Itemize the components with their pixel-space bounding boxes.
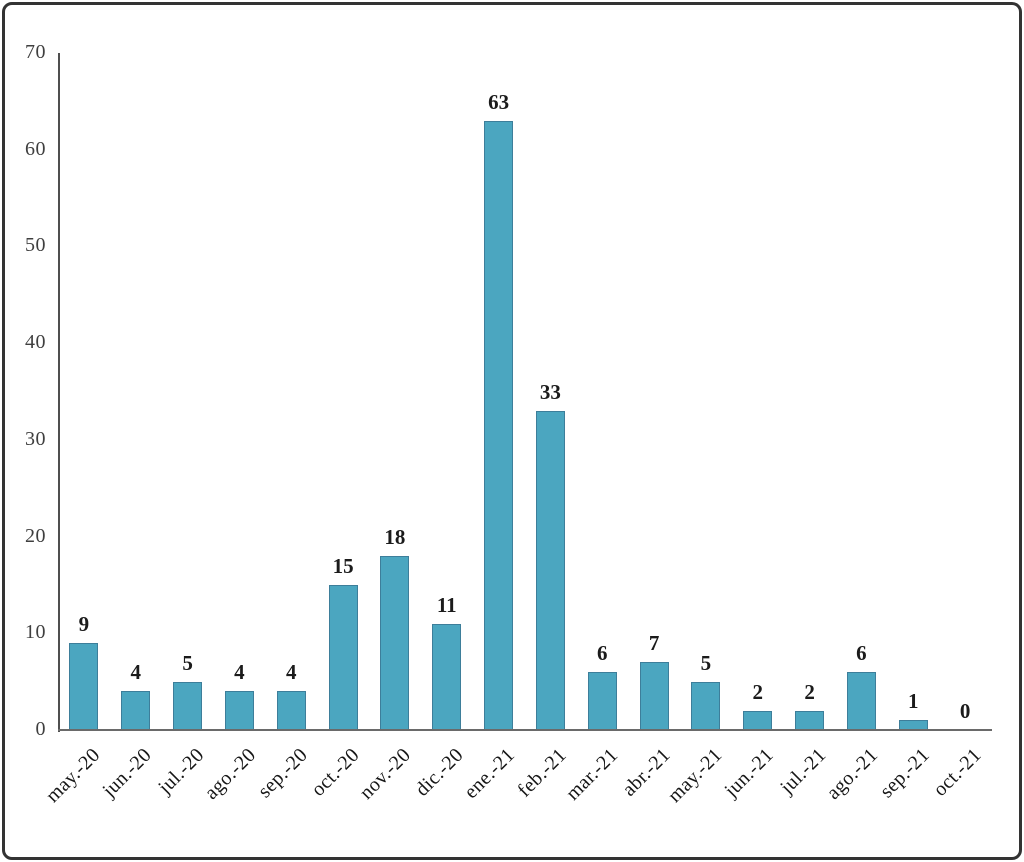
y-tick-label-60: 60 bbox=[25, 137, 46, 160]
bar-nov.-20 bbox=[380, 555, 410, 730]
x-tick-label-feb.-21: feb.-21 bbox=[513, 744, 571, 802]
bar-value-label-ago.-21: 6 bbox=[856, 640, 867, 665]
bar-ago.-20 bbox=[224, 691, 254, 730]
x-tick-label-mar.-21: mar.-21 bbox=[562, 744, 623, 805]
x-tick-label-jul.-20: jul.-20 bbox=[153, 744, 209, 799]
x-tick-label-sep.-20: sep.-20 bbox=[253, 744, 312, 803]
bar-value-label-nov.-20: 18 bbox=[384, 524, 406, 549]
x-tick-label-ago.-21: ago.-21 bbox=[822, 744, 882, 804]
y-tick-label-0: 0 bbox=[35, 718, 46, 741]
bar-feb.-21 bbox=[535, 410, 565, 730]
bar-value-label-oct.-21: 0 bbox=[959, 699, 971, 723]
bar-dic.-20 bbox=[432, 623, 462, 730]
bar-value-label-jul.-21: 2 bbox=[804, 679, 815, 704]
bar-oct.-20 bbox=[328, 584, 358, 730]
bar-value-label-ago.-20: 4 bbox=[234, 660, 245, 685]
bar-value-label-may.-20: 9 bbox=[78, 611, 90, 636]
bar-value-label-abr.-21: 7 bbox=[648, 631, 660, 656]
y-axis-line bbox=[58, 53, 60, 732]
x-tick-label-sep.-21: sep.-21 bbox=[875, 744, 934, 803]
bar-value-label-may.-21: 5 bbox=[700, 650, 712, 675]
x-tick-label-may.-21: may.-21 bbox=[663, 744, 727, 807]
bar-value-label-jul.-20: 5 bbox=[182, 650, 193, 675]
bar-jul.-20 bbox=[173, 681, 203, 730]
x-tick-label-oct.-21: oct.-21 bbox=[928, 744, 986, 801]
x-tick-label-jul.-21: jul.-21 bbox=[775, 744, 831, 799]
y-tick-label-50: 50 bbox=[25, 234, 46, 257]
bar-value-label-sep.-21: 1 bbox=[908, 689, 919, 714]
x-tick-label-jun.-20: jun.-20 bbox=[98, 744, 157, 802]
x-tick-label-ago.-20: ago.-20 bbox=[200, 744, 260, 804]
y-tick-label-70: 70 bbox=[25, 41, 46, 64]
bar-ene.-21 bbox=[484, 120, 514, 730]
bar-value-label-ene.-21: 63 bbox=[488, 89, 510, 114]
y-tick-label-30: 30 bbox=[25, 427, 46, 450]
bar-value-label-oct.-20: 15 bbox=[332, 553, 354, 578]
y-tick-label-20: 20 bbox=[25, 524, 46, 547]
bar-mar.-21 bbox=[587, 671, 617, 730]
bar-jun.-20 bbox=[121, 691, 151, 730]
bar-sep.-20 bbox=[276, 691, 306, 730]
y-tick-label-40: 40 bbox=[25, 331, 46, 354]
bar-abr.-21 bbox=[639, 662, 669, 730]
bar-value-label-feb.-21: 33 bbox=[539, 379, 561, 404]
x-tick-label-may.-20: may.-20 bbox=[41, 744, 105, 807]
bar-may.-20 bbox=[69, 642, 99, 730]
bar-value-label-dic.-20: 11 bbox=[436, 592, 457, 617]
bar-value-label-jun.-20: 4 bbox=[130, 660, 142, 685]
x-tick-label-dic.-20: dic.-20 bbox=[410, 744, 468, 801]
y-tick-label-10: 10 bbox=[25, 621, 46, 644]
bar-may.-21 bbox=[691, 681, 721, 730]
bar-ago.-21 bbox=[846, 671, 876, 730]
bar-jun.-21 bbox=[743, 710, 773, 730]
bar-value-label-jun.-21: 2 bbox=[752, 679, 764, 704]
bar-jul.-21 bbox=[795, 710, 825, 730]
x-tick-label-nov.-20: nov.-20 bbox=[355, 744, 416, 804]
x-axis-line bbox=[58, 729, 992, 731]
bar-value-label-mar.-21: 6 bbox=[597, 640, 608, 665]
bar-value-label-sep.-20: 4 bbox=[286, 660, 297, 685]
x-tick-label-oct.-20: oct.-20 bbox=[306, 744, 364, 801]
x-tick-label-ene.-21: ene.-21 bbox=[460, 744, 520, 804]
x-tick-label-jun.-21: jun.-21 bbox=[720, 744, 779, 802]
